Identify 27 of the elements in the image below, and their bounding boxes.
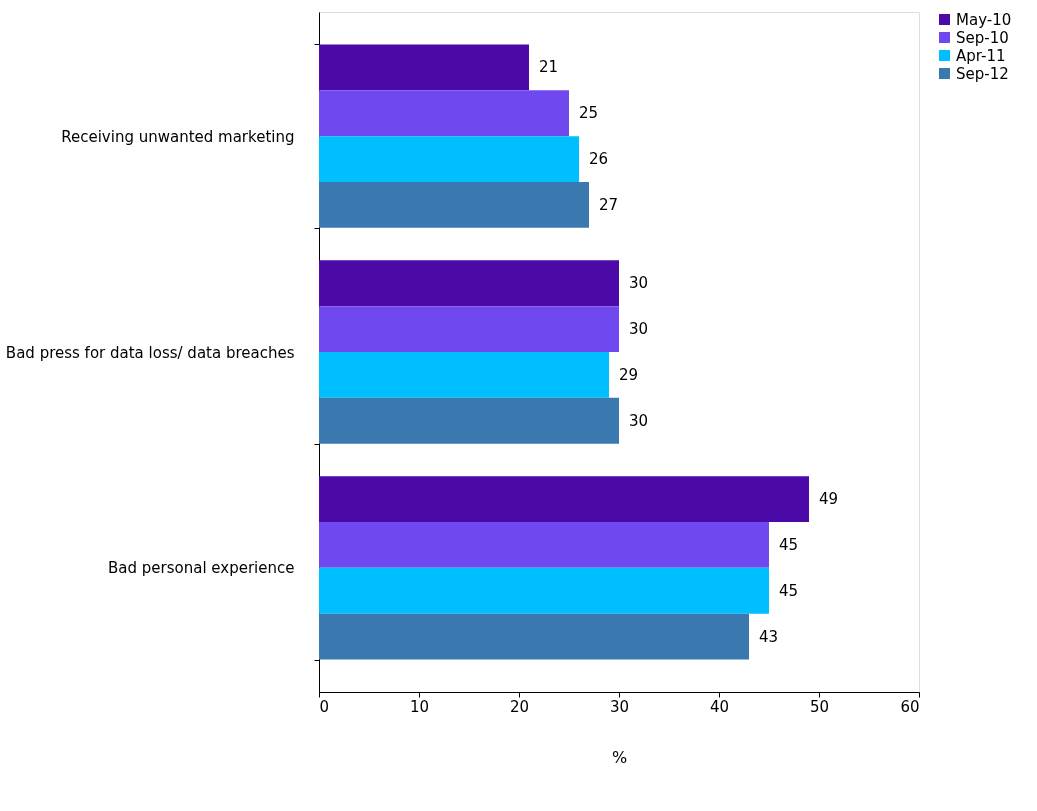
y-tick-label: Bad press for data loss/ data breaches — [5, 343, 295, 362]
data-label: 30 — [629, 274, 649, 293]
data-label: 26 — [589, 150, 609, 169]
x-tick-label: 20 — [509, 697, 530, 716]
x-tick-label: 0 — [319, 697, 330, 716]
x-tick-label: 30 — [609, 697, 630, 716]
data-label: 45 — [779, 581, 799, 600]
data-label: 21 — [539, 58, 559, 77]
y-tick-label: Receiving unwanted marketing — [61, 127, 295, 146]
x-tick-label: 40 — [709, 697, 730, 716]
data-label: 45 — [779, 535, 799, 554]
data-label: 25 — [579, 104, 599, 123]
data-label: 49 — [819, 490, 839, 509]
legend-label: Sep-10 — [956, 28, 1009, 47]
x-tick-label: 50 — [809, 697, 830, 716]
data-label: 30 — [629, 320, 649, 339]
x-tick-label: 60 — [900, 697, 920, 716]
legend-label: Sep-12 — [956, 64, 1009, 83]
x-axis-title: % — [611, 747, 628, 767]
x-tick-label: 10 — [409, 697, 430, 716]
data-label: 27 — [599, 195, 619, 214]
legend-label: Apr-11 — [956, 46, 1006, 65]
data-label: 29 — [619, 365, 639, 384]
legend-label: May-10 — [956, 10, 1012, 29]
data-label: 43 — [759, 627, 779, 646]
y-tick-label: Bad personal experience — [108, 559, 295, 578]
data-label: 30 — [629, 411, 649, 430]
